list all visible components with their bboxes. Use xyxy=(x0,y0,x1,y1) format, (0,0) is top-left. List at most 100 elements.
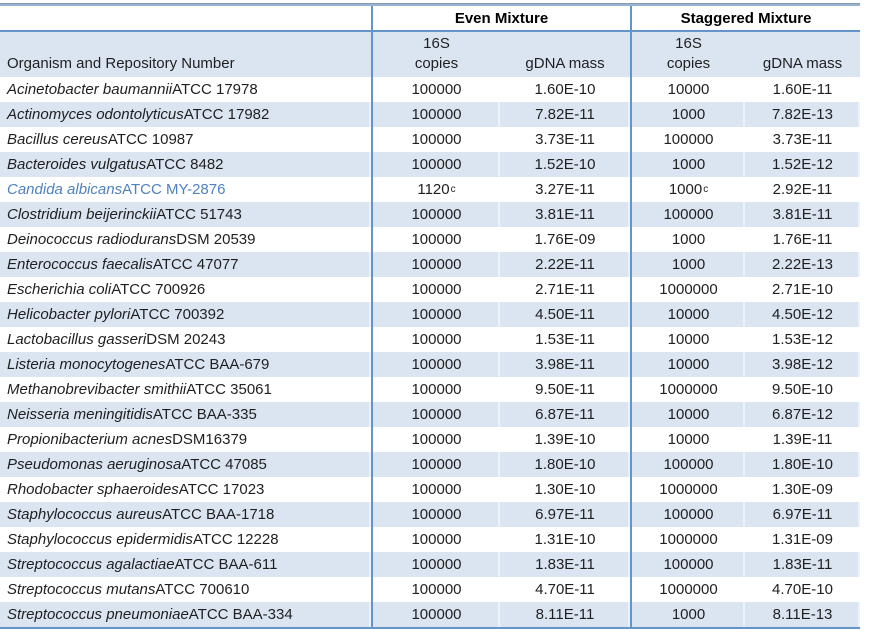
table-row: Methanobrevibacter smithii ATCC 35061 10… xyxy=(0,377,860,402)
staggered-16s-copies-cell: 1000000 xyxy=(630,577,745,602)
organism-cell: Streptococcus mutans ATCC 700610 xyxy=(0,577,371,602)
table-row: Staphylococcus aureus ATCC BAA-1718 1000… xyxy=(0,502,860,527)
table-row: Propionibacterium acnes DSM16379 100000 … xyxy=(0,427,860,452)
repository-number: DSM 20243 xyxy=(146,331,226,348)
staggered-16s-copies-value: 1000 xyxy=(671,256,706,273)
staggered-gdna-mass-cell: 1.30E-09 xyxy=(745,477,860,502)
even-16s-copies-value: 100000 xyxy=(411,231,462,248)
even-16s-copies-cell: 100000 xyxy=(371,502,500,527)
organism-cell: Enterococcus faecalis ATCC 47077 xyxy=(0,252,371,277)
organism-name: Streptococcus agalactiae xyxy=(7,556,175,573)
staggered-16s-copies-value: 1000000 xyxy=(659,481,718,498)
table-top-border-blue xyxy=(0,4,860,6)
table-row: Deinococcus radiodurans DSM 20539 100000… xyxy=(0,227,860,252)
group-header-spacer xyxy=(0,6,371,32)
even-gdna-mass-cell: 6.97E-11 xyxy=(500,502,630,527)
staggered-16s-copies-cell: 10000 xyxy=(630,327,745,352)
staggered-16s-copies-cell: 10000 xyxy=(630,352,745,377)
organism-cell: Helicobacter pylori ATCC 700392 xyxy=(0,302,371,327)
even-16s-copies-value: 100000 xyxy=(411,381,462,398)
staggered-gdna-mass-value: 1.83E-11 xyxy=(772,556,833,573)
even-16s-copies-value: 100000 xyxy=(411,581,462,598)
even-gdna-mass-cell: 1.52E-10 xyxy=(500,152,630,177)
staggered-16s-copies-value: 10000 xyxy=(667,81,710,98)
staggered-16s-copies-cell: 100000 xyxy=(630,502,745,527)
staggered-gdna-mass-cell: 2.92E-11 xyxy=(745,177,860,202)
staggered-16s-copies-value: 10000 xyxy=(667,331,710,348)
staggered-16s-copies-cell: 1000 xyxy=(630,102,745,127)
staggered-gdna-mass-cell: 1.52E-12 xyxy=(745,152,860,177)
even-16s-copies-value: 100000 xyxy=(411,81,462,98)
staggered-gdna-mass-cell: 4.50E-12 xyxy=(745,302,860,327)
staggered-16s-copies-header: 16S copies xyxy=(630,32,745,77)
even-16s-copies-cell: 100000 xyxy=(371,402,500,427)
staggered-gdna-mass-value: 1.31E-09 xyxy=(772,531,833,548)
organism-cell: Lactobacillus gasseri DSM 20243 xyxy=(0,327,371,352)
even-gdna-mass-value: 9.50E-11 xyxy=(535,381,595,398)
repository-number: ATCC 700610 xyxy=(155,581,250,598)
organism-cell: Neisseria meningitidis ATCC BAA-335 xyxy=(0,402,371,427)
even-16s-copies-value: 100000 xyxy=(411,556,462,573)
even-gdna-mass-cell: 1.31E-10 xyxy=(500,527,630,552)
even-16s-copies-value: 100000 xyxy=(411,281,462,298)
staggered-16s-copies-cell: 1000000 xyxy=(630,477,745,502)
even-16s-copies-cell: 100000 xyxy=(371,552,500,577)
staggered-16s-copies-value: 100000 xyxy=(663,556,714,573)
table-row: Streptococcus mutans ATCC 700610 100000 … xyxy=(0,577,860,602)
staggered-gdna-mass-cell: 9.50E-10 xyxy=(745,377,860,402)
staggered-16s-copies-cell: 100000 xyxy=(630,202,745,227)
even-gdna-mass-value: 1.31E-10 xyxy=(534,531,596,548)
even-gdna-mass-value: 1.52E-10 xyxy=(534,156,596,173)
even-16s-copies-cell: 100000 xyxy=(371,527,500,552)
organism-name: Candida albicans xyxy=(7,181,123,198)
even-gdna-mass-cell: 1.60E-10 xyxy=(500,77,630,102)
organism-name: Staphylococcus epidermidis xyxy=(7,531,193,548)
even-16s-copies-cell: 100000 xyxy=(371,602,500,627)
staggered-gdna-mass-value: 9.50E-10 xyxy=(772,381,833,398)
even-16s-copies-value: 100000 xyxy=(411,206,462,223)
staggered-gdna-mass-value: 1.30E-09 xyxy=(772,481,833,498)
staggered-gdna-mass-cell: 1.60E-11 xyxy=(745,77,860,102)
even-16s-copies-cell: 100000 xyxy=(371,577,500,602)
staggered-gdna-mass-value: 1.76E-11 xyxy=(772,231,833,248)
organism-name: Staphylococcus aureus xyxy=(7,506,163,523)
even-gdna-mass-value: 4.50E-11 xyxy=(535,306,595,323)
staggered-gdna-mass-value: 1.39E-11 xyxy=(772,431,833,448)
even-gdna-mass-cell: 1.53E-11 xyxy=(500,327,630,352)
staggered-16s-copies-value: 10000 xyxy=(667,431,710,448)
repository-number: ATCC 17023 xyxy=(178,481,265,498)
staggered-gdna-mass-cell: 6.87E-12 xyxy=(745,402,860,427)
staggered-gdna-mass-value: 6.97E-11 xyxy=(772,506,833,523)
organism-name: Bacillus cereus xyxy=(7,131,108,148)
staggered-16s-copies-value: 10000 xyxy=(667,406,710,423)
staggered-16s-copies-cell: 1000 xyxy=(630,602,745,627)
staggered-gdna-mass-cell: 3.81E-11 xyxy=(745,202,860,227)
even-gdna-mass-cell: 4.50E-11 xyxy=(500,302,630,327)
even-gdna-mass-value: 6.97E-11 xyxy=(535,506,595,523)
even-16s-copies-value: 100000 xyxy=(411,156,462,173)
organism-name: Acinetobacter baumannii xyxy=(7,81,173,98)
even-gdna-mass-cell: 1.30E-10 xyxy=(500,477,630,502)
even-gdna-mass-cell: 8.11E-11 xyxy=(500,602,630,627)
staggered-gdna-mass-value: 2.22E-13 xyxy=(772,256,833,273)
even-16s-copies-cell: 100000 xyxy=(371,452,500,477)
staggered-gdna-mass-cell: 1.80E-10 xyxy=(745,452,860,477)
table-body: Acinetobacter baumannii ATCC 17978 10000… xyxy=(0,77,860,627)
repository-number: ATCC 35061 xyxy=(186,381,272,398)
staggered-gdna-mass-cell: 8.11E-13 xyxy=(745,602,860,627)
mixture-composition-table: Even Mixture Staggered Mixture Organism … xyxy=(0,3,860,629)
organism-name: Streptococcus mutans xyxy=(7,581,156,598)
organism-name: Escherichia coli xyxy=(7,281,112,298)
repository-number: ATCC 700926 xyxy=(111,281,206,298)
staggered-16s-copies-value: 1000 xyxy=(671,156,706,173)
gdna-mass-label: gDNA mass xyxy=(762,55,843,72)
organism-cell: Streptococcus pneumoniae ATCC BAA-334 xyxy=(0,602,371,627)
even-gdna-mass-header: gDNA mass xyxy=(500,32,630,77)
even-gdna-mass-value: 2.71E-11 xyxy=(535,281,595,298)
staggered-16s-copies-value: 1000 xyxy=(668,181,703,198)
even-16s-copies-cell: 100000 xyxy=(371,152,500,177)
organism-cell: Bacteroides vulgatus ATCC 8482 xyxy=(0,152,371,177)
even-16s-copies-value: 100000 xyxy=(411,306,462,323)
even-gdna-mass-value: 4.70E-11 xyxy=(535,581,595,598)
organism-cell: Streptococcus agalactiae ATCC BAA-611 xyxy=(0,552,371,577)
